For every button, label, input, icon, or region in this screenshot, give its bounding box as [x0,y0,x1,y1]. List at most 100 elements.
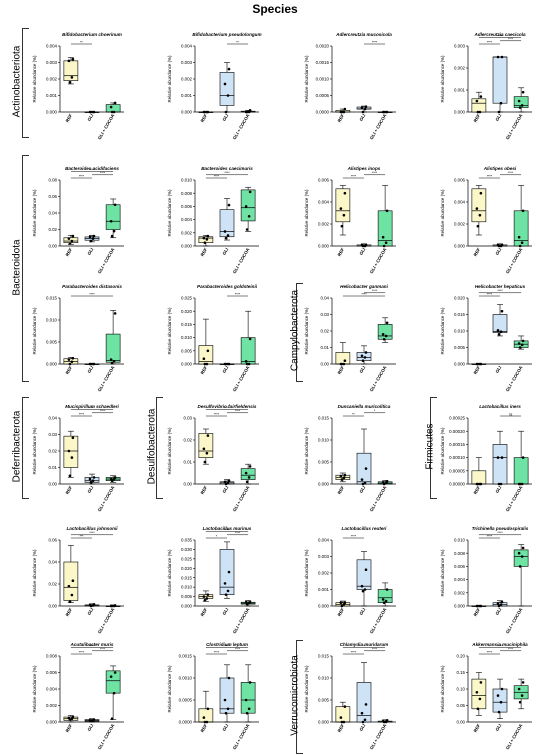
data-point [385,718,389,722]
boxplot-bacteroides-acidifaciens: Bacteroides acidifaciens 0.00 0.02 0.04 0.06… [32,166,124,274]
x-tick-label: GLI [221,723,229,732]
phylum-bracket-bacteroidota [22,155,29,382]
data-point [68,242,72,245]
y-tick-label: 0.03 [320,312,329,317]
data-point [518,700,522,704]
y-tick-label: 0.020 [181,309,193,314]
data-point [381,110,385,114]
y-tick-label: 0.002 [181,230,193,235]
data-point [381,480,385,484]
data-point [247,215,251,218]
y-tick-label: 0.008 [454,551,466,556]
data-point [88,362,92,366]
data-point [227,362,231,366]
chart-title: Akkermansia muciniphila [471,642,528,647]
data-point [248,337,252,341]
box-ref [335,188,351,223]
boxplot-parabacteroides-distasonis: Parabacteroides distasonis 0.000 0.005 0.01… [32,284,124,392]
data-point [496,243,500,247]
box-gli-cocoa [105,670,121,694]
phylum-bracket-deferribacterota [22,397,29,499]
data-point [384,599,388,603]
x-tick-label: GLI [221,485,229,494]
x-tick-label: GLI [86,607,94,616]
data-point [476,110,480,114]
significance-label: **** [224,406,230,410]
y-tick-label: 0.000 [454,604,466,609]
data-point [497,482,501,486]
data-point [496,602,500,605]
data-point [499,700,503,704]
chart-title: Parabacteroides distasonis [62,284,122,289]
chart-title: Lactobacillus johnsonii [66,526,118,531]
data-point [203,241,207,244]
y-axis-label: Relative abundance (%) [167,307,172,354]
data-point [223,582,227,585]
boxplot-desulfovibrio-fairfieldensis: Desulfovibrio fairfieldensis 0.00 0.01 0.02… [167,404,259,512]
data-point [385,321,389,325]
data-point [227,203,231,207]
data-point [340,720,344,724]
significance-label: **** [235,292,241,296]
box-ref [198,433,214,458]
y-tick-label: 0.015 [181,575,193,580]
data-point [68,81,72,84]
box-gli [219,549,235,595]
y-tick-label: 0.010 [318,438,330,443]
x-tick-label: GLI + COCOA [369,722,388,750]
box-gli [492,688,508,713]
x-tick-label: GLI [494,247,502,256]
y-axis-label: Relative abundance (%) [440,665,445,712]
y-tick-label: 0.025 [181,296,193,301]
significance-label: **** [89,531,95,535]
chart-title: Bacteroides acidifaciens [65,166,119,171]
significance-label: **** [79,650,85,654]
x-tick-label: REF [337,247,346,257]
data-point [71,715,75,719]
significance-label: ns [509,412,513,416]
data-point [224,482,228,486]
significance-label: **** [497,289,503,293]
boxplot-bacteroides-caecimuris: Bacteroides caecimuris 0.000 0.002 0.004 0.0… [167,166,259,274]
boxplot-lactobacillus-iners: Lactobacillus iners 0.00000 0.00005 0.00010… [440,404,532,512]
data-point [340,224,344,228]
data-point [385,209,389,213]
data-point [244,110,248,114]
data-point [67,237,71,240]
y-tick-label: 0.004 [454,200,466,205]
y-tick-label: 0.00 [48,244,57,249]
data-point [89,481,93,484]
y-tick-label: 0.01 [48,465,57,470]
data-point [517,342,521,345]
data-point [112,360,116,363]
significance-label: **** [214,650,220,654]
data-point [202,110,206,114]
y-tick-label: 0.005 [46,340,58,345]
y-tick-label: 0.04 [48,211,57,216]
y-axis-label: Relative abundance (%) [167,189,172,236]
significance-label: **** [372,171,378,175]
box-ref [63,561,79,601]
data-point [517,99,521,103]
data-point [226,481,230,485]
y-tick-label: 0.000 [181,362,193,367]
data-point [343,601,347,604]
x-tick-label: REF [65,247,74,257]
data-point [92,110,96,114]
boxplot-lactobacillus-johnsonii: Lactobacillus johnsonii 0.00 0.02 0.04 0.06 R… [32,526,124,634]
data-point [521,546,525,550]
data-point [67,59,71,63]
data-point [247,707,251,711]
significance-label: ** [352,412,355,416]
y-tick-label: 0.008 [46,654,58,659]
x-tick-label: GLI + COCOA [505,112,524,140]
data-point [71,234,75,238]
data-point [364,467,368,470]
boxplot-lactobacillus-murinus: Lactobacillus murinus 0.000 0.005 0.010 0.01… [167,526,259,634]
data-point [382,601,386,604]
y-tick-label: 0.0005 [316,93,330,98]
y-axis-label: Relative abundance (%) [167,427,172,474]
data-point [499,482,503,486]
box-ref [335,352,351,365]
data-point [245,228,249,231]
